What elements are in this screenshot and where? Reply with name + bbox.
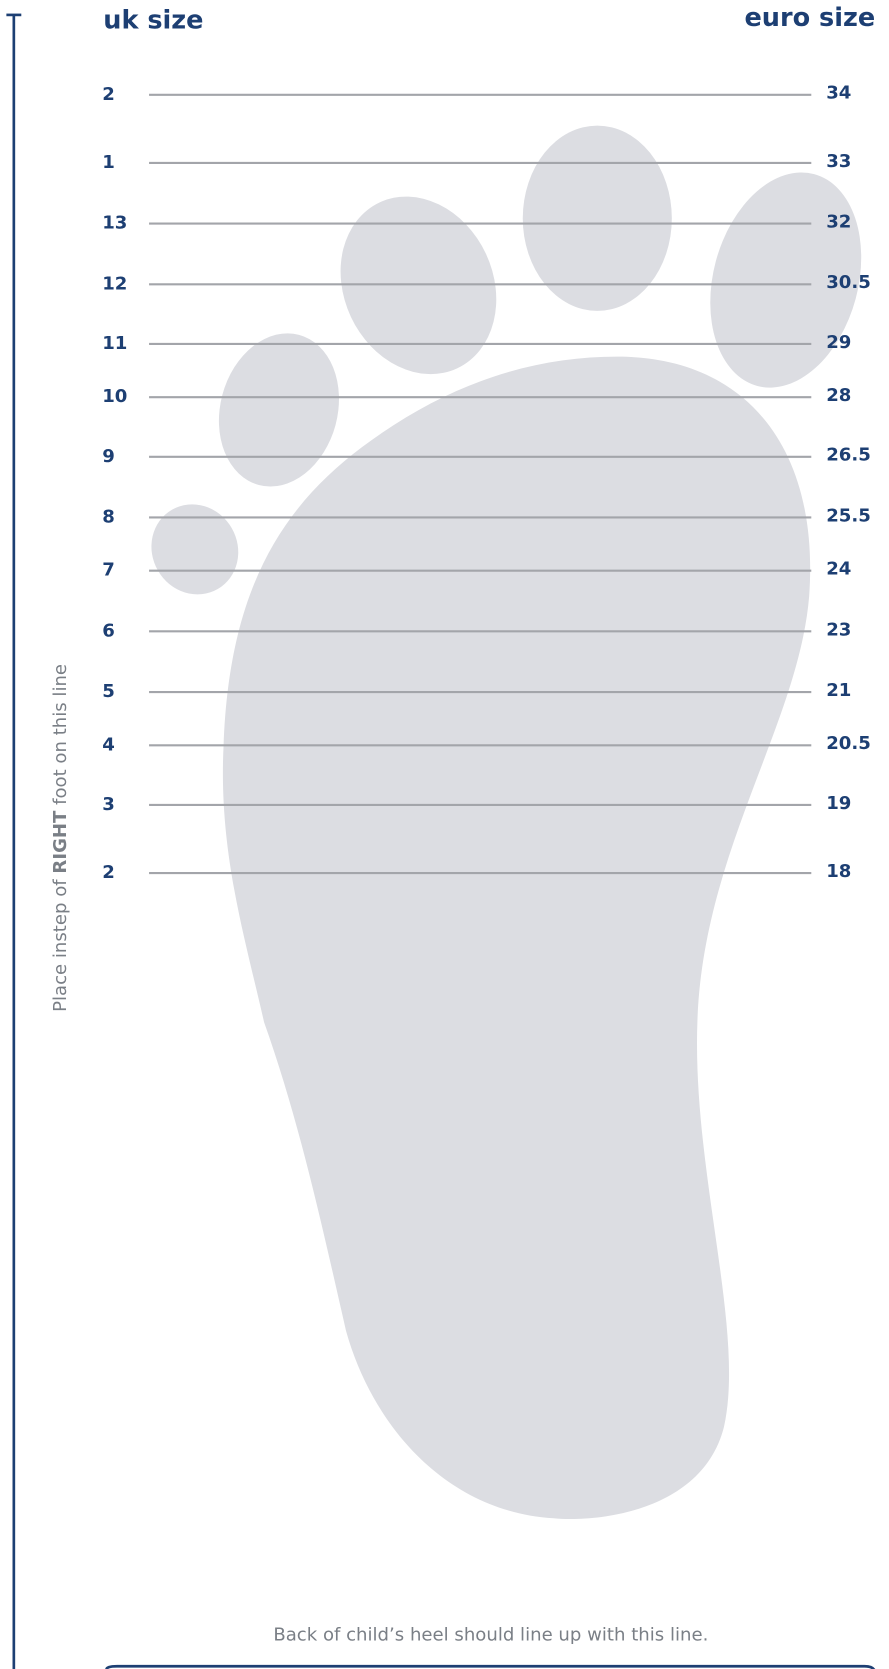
side-note: Place instep of RIGHT foot on this line: [50, 664, 71, 1012]
euro-size: 24: [826, 559, 851, 580]
heel-line: [105, 1664, 876, 1669]
euro-size: 26.5: [826, 445, 871, 466]
uk-header: uk size: [103, 5, 203, 35]
euro-size: 23: [826, 619, 851, 640]
toe: [218, 333, 339, 487]
euro-size: 18: [826, 861, 851, 882]
uk-size: 10: [102, 386, 127, 407]
euro-size: 34: [826, 83, 851, 104]
uk-size: 2: [102, 84, 115, 105]
uk-size: 1: [102, 152, 115, 173]
euro-size: 29: [826, 332, 851, 353]
euro-size: 30.5: [826, 272, 871, 293]
euro-header: euro size: [744, 3, 875, 33]
euro-size: 28: [826, 385, 851, 406]
uk-size: 3: [102, 794, 115, 815]
uk-size: 12: [102, 273, 127, 294]
sole: [222, 356, 811, 1520]
uk-size: 5: [102, 681, 115, 702]
euro-size: 20.5: [826, 733, 871, 754]
footprint: [151, 125, 862, 1520]
uk-size: 4: [102, 734, 115, 755]
toe: [710, 172, 862, 388]
uk-size: 2: [102, 862, 115, 883]
euro-size: 21: [826, 680, 851, 701]
uk-size: 13: [102, 213, 127, 234]
footer-note: Back of child’s heel should line up with…: [273, 1625, 708, 1646]
uk-size: 11: [102, 333, 127, 354]
uk-size: 6: [102, 620, 115, 641]
side-note-text: foot on this line: [50, 664, 71, 811]
euro-size: 25.5: [826, 505, 871, 526]
side-note-text: Place instep of: [50, 874, 71, 1012]
toe: [522, 125, 672, 311]
euro-size: 33: [826, 151, 851, 172]
uk-size: 9: [102, 446, 115, 467]
toe: [151, 504, 239, 595]
uk-size: 8: [102, 506, 115, 527]
side-note-emphasis: RIGHT: [50, 810, 71, 874]
euro-size: 32: [826, 212, 851, 233]
euro-size: 19: [826, 793, 851, 814]
uk-size: 7: [102, 560, 115, 581]
